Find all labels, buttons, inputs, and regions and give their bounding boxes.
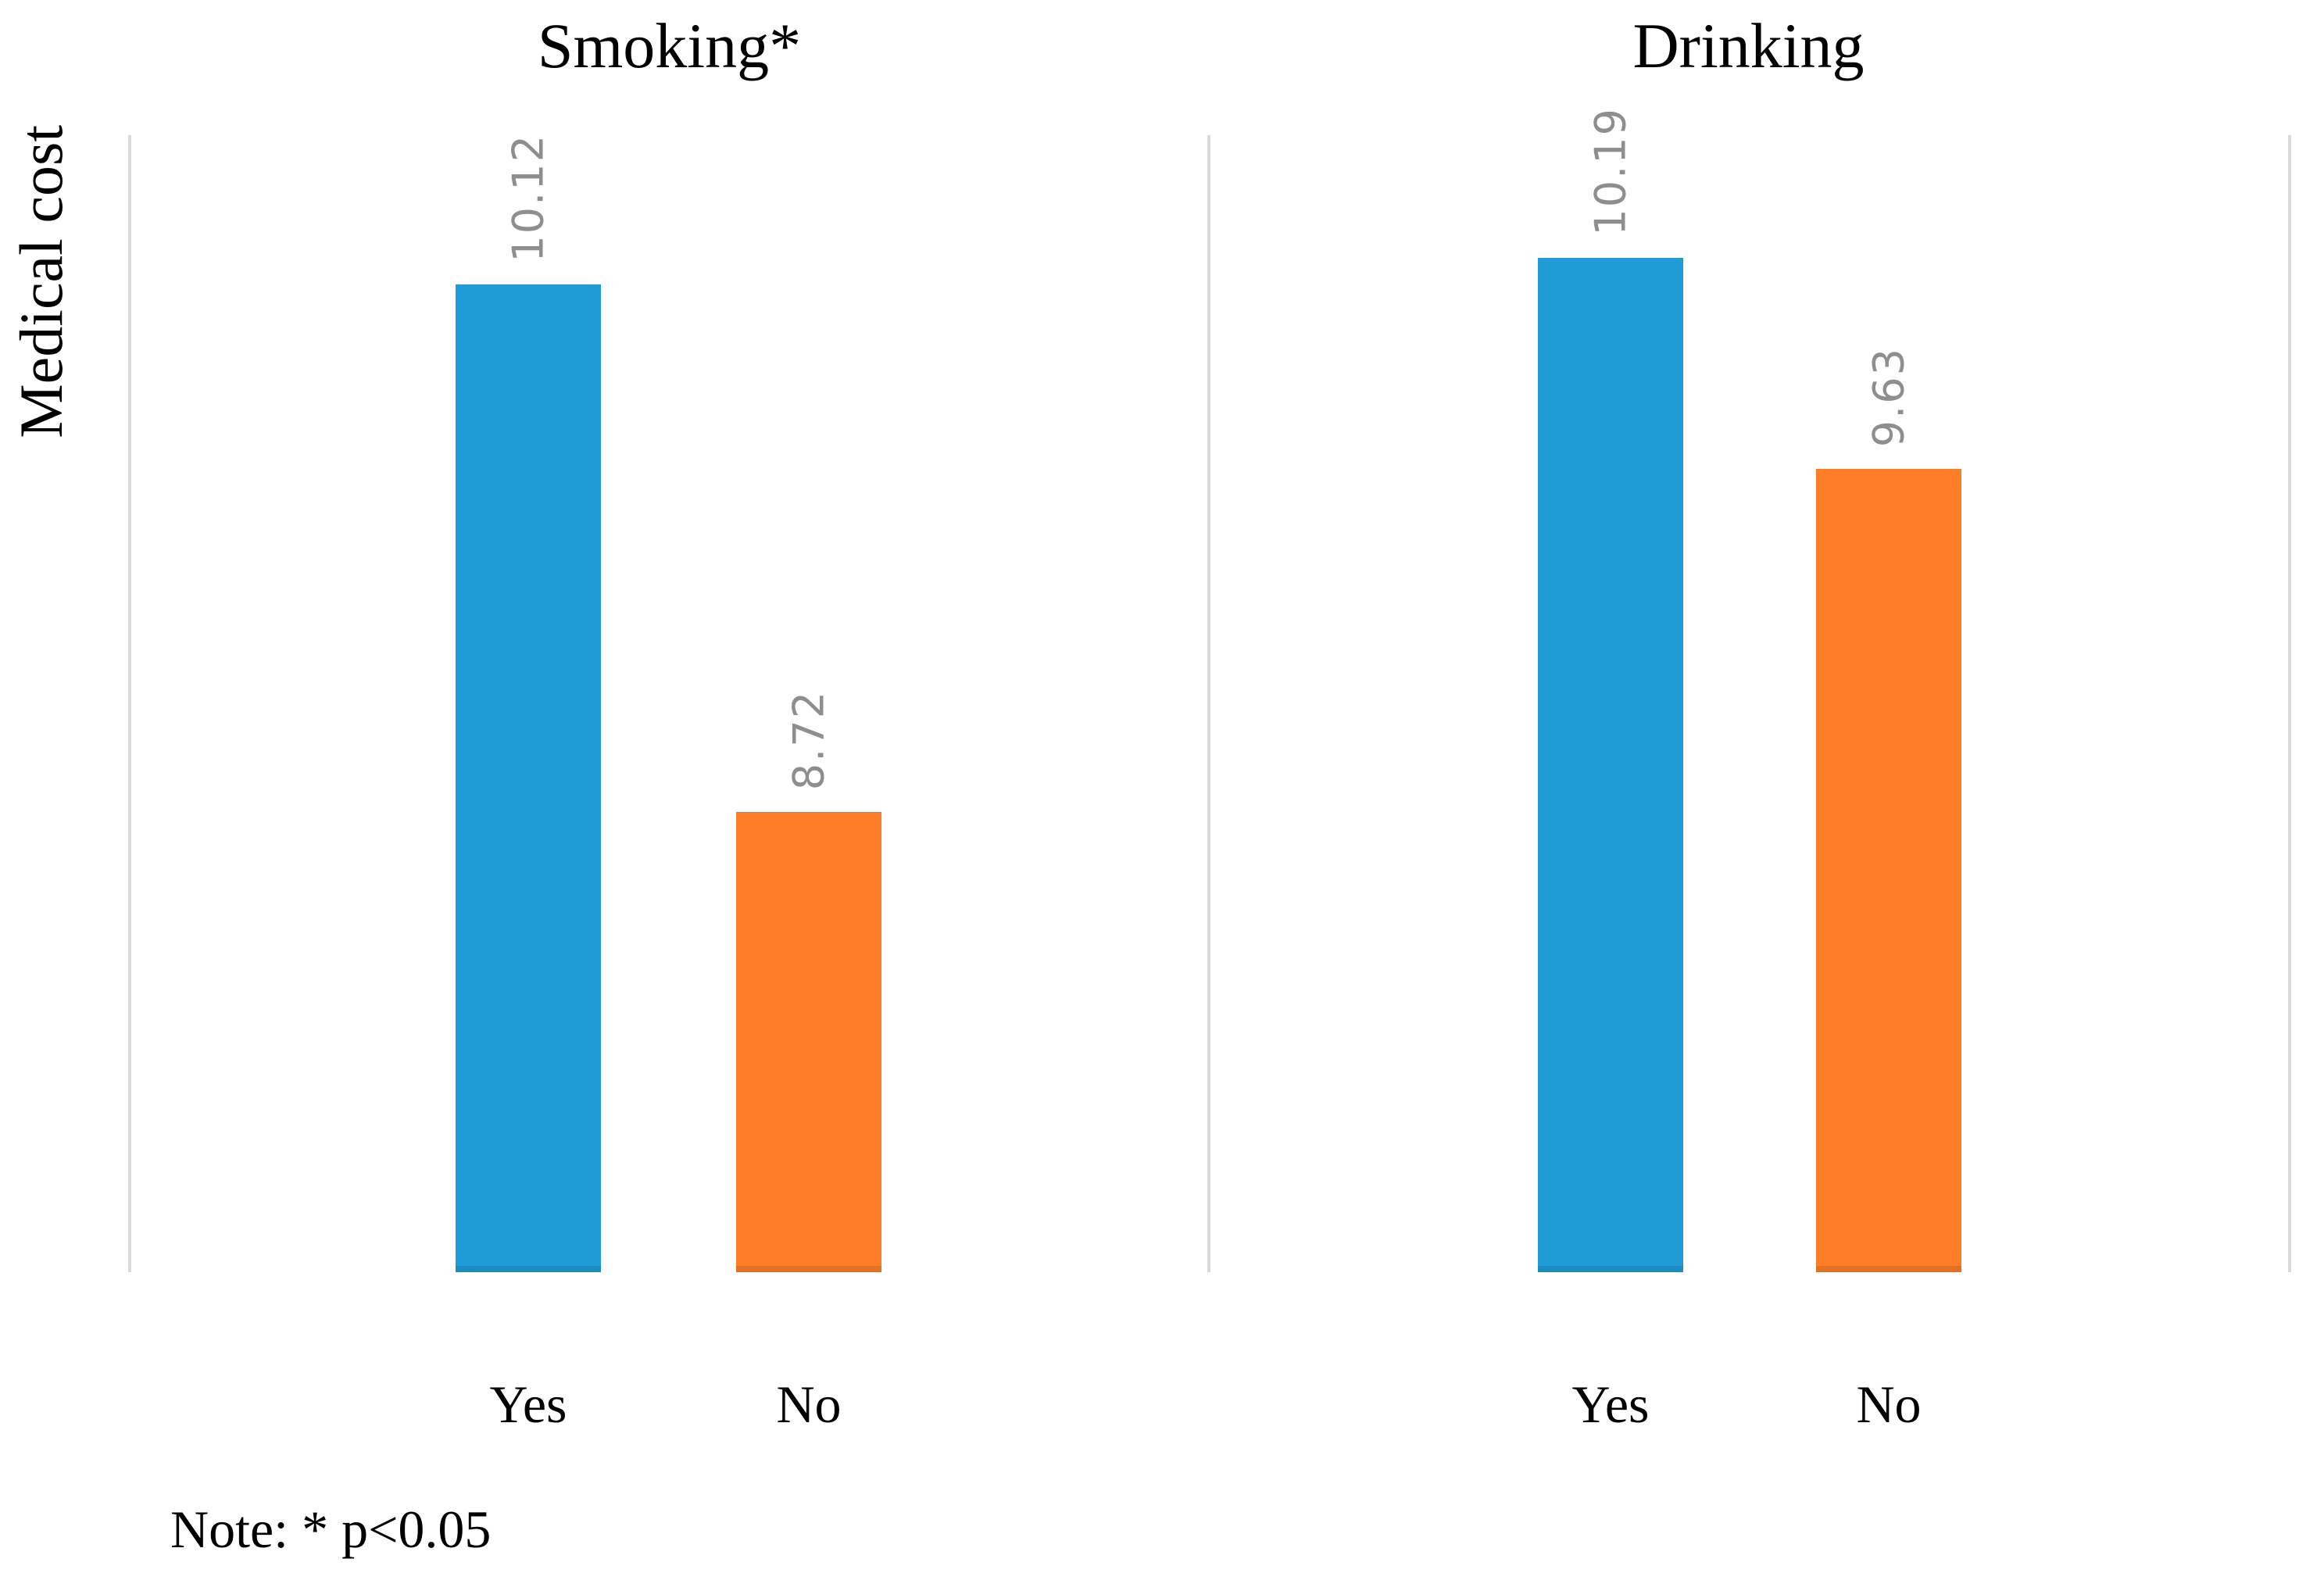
note-text: Note: * p<0.05 [170,1500,492,1559]
x-tick-drinking-no: No [1856,1375,1922,1434]
bar-drinking-no: 9.63 [1816,347,1961,1272]
bar-smoking-yes: 10.12 [456,134,601,1272]
bar-group-drinking-no: 9.63 [1816,135,1961,1272]
bar-group-smoking-no: 8.72 [736,135,881,1272]
data-label-drinking-yes: 10.19 [1586,107,1636,236]
data-label-drinking-no: 9.63 [1864,346,1914,448]
x-tick-drinking-yes: Yes [1571,1375,1650,1434]
x-tick-smoking-no: No [776,1375,842,1434]
axis-line-left [128,135,131,1272]
chart-title-drinking: Drinking [1632,10,1865,81]
data-label-smoking-yes: 10.12 [503,134,553,263]
bar-drinking-yes: 10.19 [1538,107,1683,1272]
axis-line-middle [1207,135,1210,1272]
bar-group-drinking-yes: 10.19 [1538,107,1683,1272]
bar-group-smoking-yes: 10.12 [456,134,601,1272]
y-axis-label: Medical cost [7,125,75,438]
data-label-smoking-no: 8.72 [784,690,834,791]
axis-line-right [2288,135,2291,1272]
chart-title-smoking: Smoking* [537,10,802,81]
x-tick-smoking-yes: Yes [489,1375,567,1434]
bar-smoking-no: 8.72 [736,690,881,1272]
